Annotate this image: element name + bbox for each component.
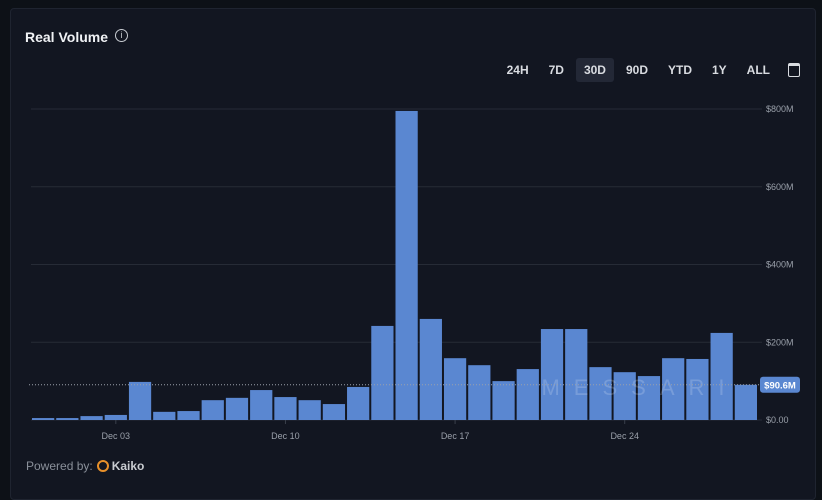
y-tick-label: $600M (766, 182, 794, 192)
calendar-icon[interactable] (788, 63, 800, 77)
messari-watermark: MESSARI (541, 375, 738, 400)
bar (637, 376, 661, 420)
bar (153, 411, 176, 420)
bar (274, 397, 297, 420)
kaiko-label: Kaiko (111, 459, 145, 473)
bar-chart: MESSARI $0.00 $200M $400M $600M $800M Dec 03 D… (29, 104, 800, 441)
powered-by-label: Powered by: (26, 459, 93, 473)
bar (298, 400, 321, 420)
bar (80, 416, 103, 420)
bar (492, 381, 515, 420)
bar (104, 414, 127, 420)
bar (395, 110, 418, 420)
x-tick-label: Dec 17 (441, 431, 470, 441)
bar (225, 397, 249, 420)
y-tick-label: $200M (766, 337, 794, 347)
range-90d[interactable]: 90D (625, 63, 648, 77)
bar (686, 358, 709, 420)
y-tick-label: $400M (766, 260, 794, 270)
x-tick-label: Dec 03 (102, 431, 131, 441)
bar (177, 411, 200, 420)
range-7d[interactable]: 7D (548, 63, 564, 77)
range-all[interactable]: ALL (746, 63, 770, 77)
bar (710, 332, 733, 420)
bar (565, 329, 588, 420)
bar (322, 404, 346, 420)
bar (347, 386, 370, 420)
range-30d[interactable]: 30D (575, 58, 614, 82)
current-value-label: $90.6M (764, 380, 796, 391)
y-tick-label: $800M (766, 104, 794, 114)
footer: Powered by: Kaiko (26, 459, 144, 473)
bar (734, 384, 757, 420)
bar (516, 369, 539, 420)
bar (589, 367, 612, 420)
range-1y[interactable]: 1Y (711, 63, 727, 77)
bar (32, 418, 55, 420)
bar (540, 329, 564, 420)
bar (56, 418, 79, 420)
bar (201, 400, 224, 420)
chart-title: Real Volume (25, 29, 108, 45)
kaiko-logo-icon (96, 460, 109, 472)
current-value-badge (760, 376, 800, 393)
bar (443, 358, 467, 420)
bar (250, 390, 273, 420)
bar (613, 372, 636, 420)
x-tick-label: Dec 24 (610, 431, 639, 441)
bar (662, 358, 685, 420)
range-ytd[interactable]: YTD (667, 63, 692, 77)
time-range-selector: 24H 7D 30D 90D YTD 1Y ALL (499, 58, 800, 82)
bar (371, 325, 394, 420)
y-tick-label: $0.00 (766, 415, 789, 425)
bar (468, 365, 491, 420)
kaiko-link[interactable]: Kaiko (96, 459, 145, 473)
bar (419, 318, 442, 420)
x-tick-label: Dec 10 (271, 431, 300, 441)
bar (128, 381, 152, 420)
range-24h[interactable]: 24H (506, 63, 529, 77)
info-icon[interactable]: i (115, 29, 128, 42)
